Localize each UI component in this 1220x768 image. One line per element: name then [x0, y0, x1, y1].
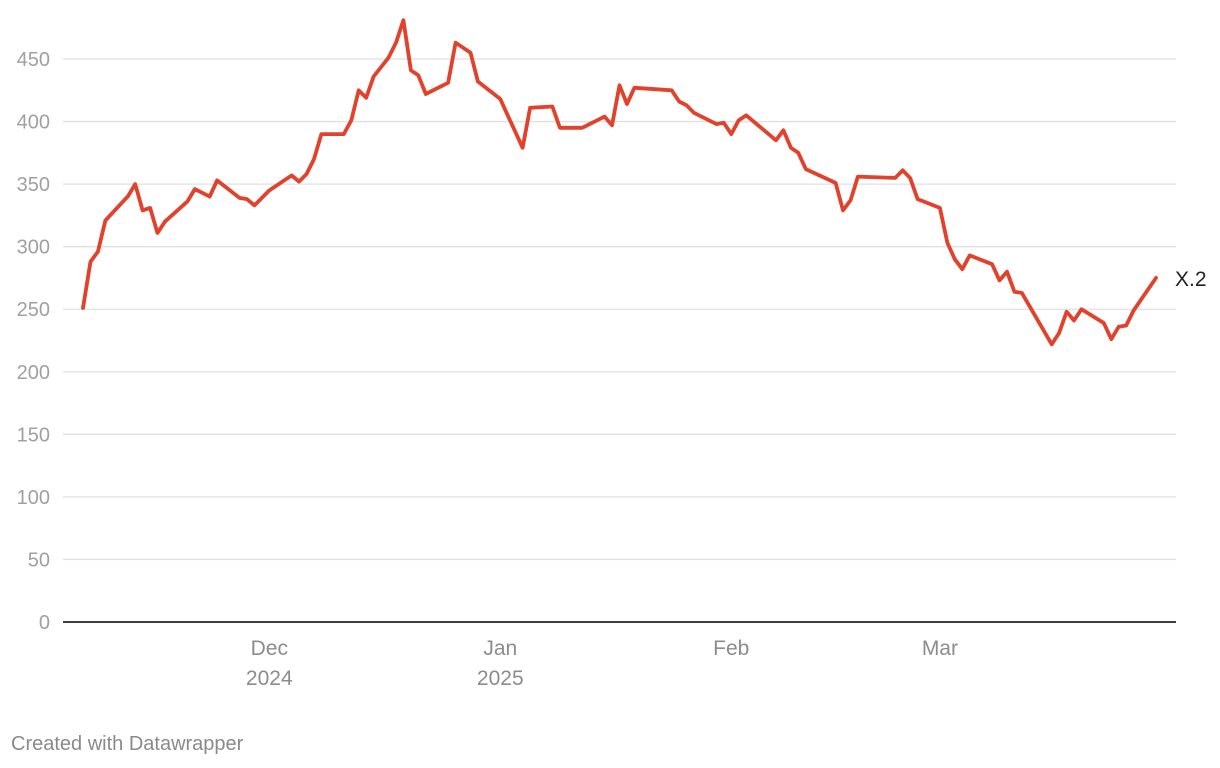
x-tick-label-jan: Jan: [483, 637, 517, 660]
y-tick-label-450: 450: [17, 49, 50, 71]
y-tick-label-350: 350: [17, 174, 50, 196]
x-tick-label-mar: Mar: [922, 637, 958, 660]
y-tick-label-200: 200: [17, 362, 50, 384]
x-axis-tick-labels: Dec 2024 Jan 2025 Feb Mar: [246, 637, 958, 690]
x-tick-year-2025: 2025: [477, 667, 524, 690]
x-tick-year-2024: 2024: [246, 667, 293, 690]
y-tick-label-0: 0: [39, 612, 50, 634]
series-layer: X.2: [81, 18, 1207, 347]
y-tick-label-50: 50: [28, 549, 50, 571]
series-end-label: X.2: [1175, 268, 1207, 291]
y-tick-label-300: 300: [17, 237, 50, 259]
y-tick-label-250: 250: [17, 299, 50, 321]
datawrapper-credit: Created with Datawrapper: [11, 733, 244, 755]
series-line-x-2: [81, 18, 1158, 347]
y-tick-label-150: 150: [17, 424, 50, 446]
gridlines: [63, 58, 1176, 561]
y-tick-label-400: 400: [17, 112, 50, 134]
y-axis-tick-labels: 0 50 100 150 200 250 300 350 400 450: [17, 49, 50, 634]
x-tick-label-dec: Dec: [251, 637, 288, 660]
x-tick-label-feb: Feb: [713, 637, 749, 660]
y-tick-label-100: 100: [17, 487, 50, 509]
